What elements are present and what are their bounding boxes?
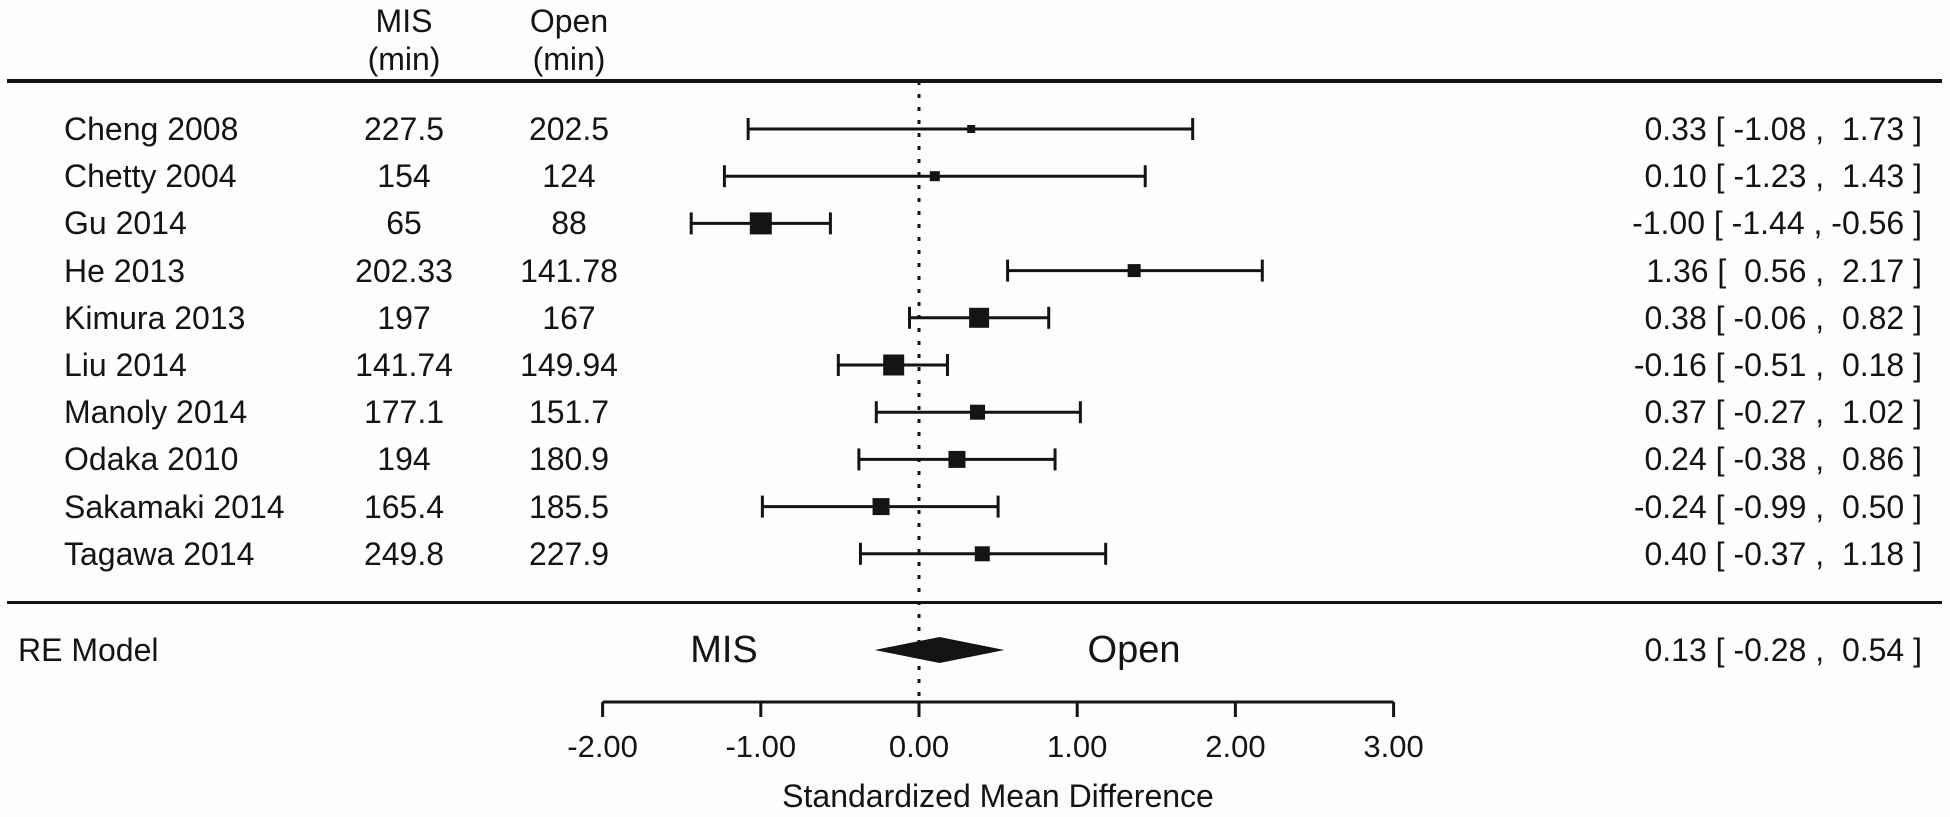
study-open-value: 227.9 <box>528 535 610 572</box>
study-label: Kimura 2013 <box>64 299 246 336</box>
study-estimate-ci: 0.40 [ -0.37 , 1.18 ] <box>1644 535 1922 572</box>
study-mis-value: 165.4 <box>363 488 445 525</box>
study-label: He 2013 <box>64 252 185 289</box>
point-estimate-square <box>970 404 986 420</box>
study-open-value: 88 <box>551 205 587 242</box>
study-estimate-ci: 0.33 [ -1.08 , 1.73 ] <box>1644 111 1922 147</box>
point-estimate-square <box>749 212 772 235</box>
study-mis-value: 154 <box>377 158 431 195</box>
study-estimate-ci: -1.00 [ -1.44 , -0.56 ] <box>1632 205 1922 242</box>
summary-model-label: RE Model <box>18 632 159 668</box>
study-mis-value: 141.74 <box>355 347 453 383</box>
study-label: Sakamaki 2014 <box>64 488 285 525</box>
study-label: Cheng 2008 <box>64 111 239 147</box>
study-open-value: 185.5 <box>528 488 610 525</box>
study-open-value: 180.9 <box>528 441 610 478</box>
x-axis-tick-label: -1.00 <box>725 729 796 764</box>
summary-diamond <box>874 637 1005 663</box>
study-open-value: 202.5 <box>528 111 610 147</box>
x-axis-tick-label: -2.00 <box>567 729 638 764</box>
point-estimate-square <box>974 546 990 562</box>
study-mis-value: 249.8 <box>363 535 445 572</box>
study-label: Tagawa 2014 <box>64 535 255 572</box>
study-mis-value: 227.5 <box>363 111 445 147</box>
study-label: Gu 2014 <box>64 205 187 242</box>
study-label: Liu 2014 <box>64 347 187 383</box>
study-open-value: 124 <box>542 158 596 195</box>
header-divider <box>7 79 1942 83</box>
summary-estimate-ci: 0.13 [ -0.28 , 0.54 ] <box>1644 632 1922 668</box>
x-axis-tick-label: 3.00 <box>1363 729 1423 764</box>
x-axis-tick-label: 2.00 <box>1205 729 1265 764</box>
column-header-mis: MIS (min) <box>367 3 441 77</box>
study-open-value: 141.78 <box>520 252 618 289</box>
group-label-open: Open <box>1087 629 1181 671</box>
study-open-value: 149.94 <box>520 347 618 383</box>
x-axis-title: Standardized Mean Difference <box>782 778 1214 814</box>
study-mis-value: 194 <box>377 441 431 478</box>
study-mis-value: 65 <box>386 205 422 242</box>
x-axis-tick-label: 1.00 <box>1047 729 1107 764</box>
study-open-value: 151.7 <box>528 394 610 431</box>
point-estimate-square <box>929 171 940 182</box>
study-estimate-ci: 0.38 [ -0.06 , 0.82 ] <box>1644 299 1922 336</box>
study-label: Odaka 2010 <box>64 441 239 478</box>
study-mis-value: 202.33 <box>355 252 453 289</box>
study-label: Chetty 2004 <box>64 158 237 195</box>
study-mis-value: 177.1 <box>363 394 445 431</box>
group-label-mis: MIS <box>690 629 758 671</box>
study-estimate-ci: 0.24 [ -0.38 , 0.86 ] <box>1644 441 1922 478</box>
study-estimate-ci: -0.16 [ -0.51 , 0.18 ] <box>1633 347 1922 383</box>
study-mis-value: 197 <box>377 299 431 336</box>
point-estimate-square <box>1127 264 1141 278</box>
point-estimate-square <box>969 307 990 328</box>
x-axis-tick-label: 0.00 <box>889 729 949 764</box>
point-estimate-square <box>883 354 905 376</box>
study-estimate-ci: 0.37 [ -0.27 , 1.02 ] <box>1644 394 1922 431</box>
study-estimate-ci: 0.10 [ -1.23 , 1.43 ] <box>1644 158 1922 195</box>
study-open-value: 167 <box>542 299 596 336</box>
point-estimate-square <box>872 498 890 516</box>
column-header-open: Open (min) <box>529 3 609 77</box>
study-estimate-ci: -0.24 [ -0.99 , 0.50 ] <box>1633 488 1922 525</box>
summary-divider <box>7 601 1942 604</box>
point-estimate-square <box>967 125 976 133</box>
study-label: Manoly 2014 <box>64 394 248 431</box>
study-estimate-ci: 1.36 [ 0.56 , 2.17 ] <box>1646 252 1922 289</box>
point-estimate-square <box>948 450 966 468</box>
